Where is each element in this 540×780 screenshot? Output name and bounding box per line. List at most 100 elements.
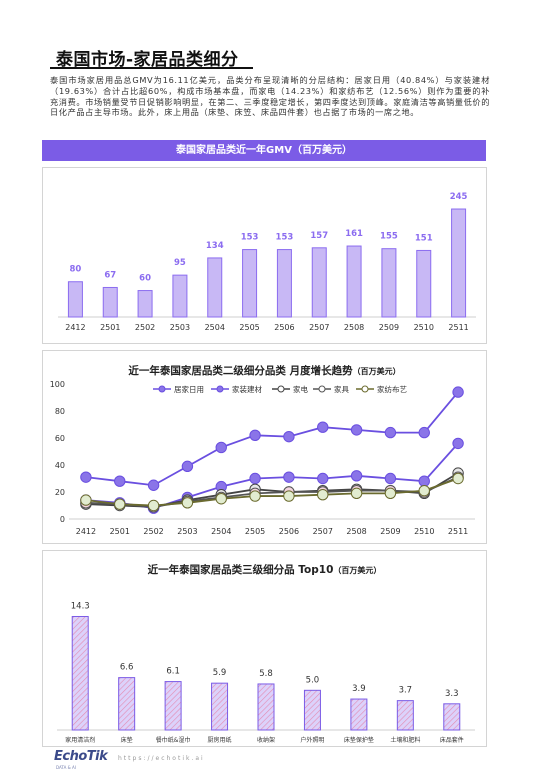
x-tick-label: 2506 [279, 527, 299, 536]
top10-bar-value-label: 14.3 [71, 601, 90, 611]
footer-url: https://echotik.ai [118, 755, 205, 762]
gmv-x-tick-label: 2503 [170, 323, 190, 332]
echotik-logo-sub: DATA & AI [56, 765, 76, 770]
top10-x-tick-label: 床垫 [121, 736, 133, 744]
title-underline [50, 67, 253, 69]
gmv-chart-card: 80 2412 67 2501 60 2502 95 2503 134 2504 153 2505 15… [42, 167, 487, 344]
top10-bar [396, 700, 414, 731]
top10-x-tick-label: 户外照明 [300, 736, 324, 744]
top10-bar [164, 681, 182, 731]
top10-bar [303, 689, 321, 731]
top10-x-tick-label: 土壤和肥料 [390, 736, 420, 744]
series-point [384, 487, 397, 500]
gmv-x-tick-label: 2510 [414, 323, 434, 332]
series-point [249, 490, 261, 502]
series-point [215, 493, 227, 505]
top10-chart-title: 近一年泰国家居品类三级细分品 Top10（百万美元） [43, 562, 486, 577]
gmv-x-tick-label: 2509 [379, 323, 399, 332]
x-tick-label: 2412 [76, 527, 96, 536]
series-point [317, 421, 329, 433]
legend-marker [361, 385, 369, 393]
gmv-bar [451, 208, 467, 318]
series-point [452, 472, 464, 485]
series-point [249, 429, 261, 442]
gmv-chart-banner: 泰国家居品类近一年GMV（百万美元） [42, 140, 486, 161]
legend-marker [216, 385, 224, 393]
top10-bar-value-label: 6.1 [166, 667, 180, 677]
y-tick-label: 100 [50, 380, 65, 389]
series-point [384, 472, 397, 485]
series-point [147, 479, 160, 491]
gmv-bar-chart: 80 2412 67 2501 60 2502 95 2503 134 2504 153 2505 15… [58, 192, 476, 332]
series-point [147, 499, 160, 512]
gmv-bar-value-label: 134 [206, 241, 224, 251]
top10-chart-title-text: 近一年泰国家居品类三级细分品 Top10 [147, 564, 334, 576]
series-point [114, 498, 126, 510]
x-tick-label: 2511 [448, 527, 468, 536]
gmv-bar-value-label: 245 [450, 192, 468, 202]
trend-chart-title: 近一年泰国家居品类二级细分品类 月度增长趋势（百万美元） [43, 363, 486, 378]
series-point [350, 487, 363, 500]
top10-bar-value-label: 5.0 [306, 675, 320, 685]
series-line [85, 442, 459, 510]
top10-x-tick-label: 床品套件 [440, 736, 464, 744]
gmv-bar [137, 290, 153, 318]
series-point [418, 484, 430, 497]
gmv-x-tick-label: 2505 [239, 323, 259, 332]
top10-x-tick-label: 收纳架 [257, 736, 275, 744]
gmv-x-tick-label: 2412 [65, 323, 85, 332]
series-point [418, 426, 430, 439]
gmv-bar [172, 274, 188, 318]
gmv-bar [67, 281, 83, 318]
legend-label: 家纺布艺 [377, 384, 407, 394]
gmv-x-tick-label: 2502 [135, 323, 155, 332]
y-tick-label: 0 [60, 515, 65, 524]
gmv-bar-value-label: 60 [139, 274, 151, 284]
top10-x-tick-label: 厨房用纸 [208, 736, 232, 744]
x-tick-label: 2503 [177, 527, 197, 536]
top10-bar-value-label: 5.9 [213, 668, 227, 678]
top10-chart-unit: （百万美元） [333, 566, 382, 575]
gmv-bar-value-label: 80 [69, 265, 81, 275]
gmv-bar-value-label: 151 [415, 233, 433, 243]
gmv-x-tick-label: 2508 [344, 323, 364, 332]
series-point [452, 386, 464, 398]
legend-marker [277, 385, 285, 393]
series-point [452, 437, 464, 450]
x-tick-label: 2505 [245, 527, 265, 536]
gmv-bar-value-label: 153 [241, 233, 259, 243]
y-tick-label: 40 [55, 461, 65, 470]
series-line [85, 391, 459, 487]
x-tick-label: 2507 [313, 527, 333, 536]
top10-x-tick-label: 床垫保护垫 [344, 736, 374, 744]
trend-chart-card: 近一年泰国家居品类二级细分品类 月度增长趋势（百万美元） 0 20 40 60 80 10… [42, 350, 487, 544]
gmv-x-tick-label: 2504 [205, 323, 225, 332]
legend-label: 家具 [334, 384, 349, 394]
gmv-bar-value-label: 155 [380, 232, 398, 242]
top10-x-tick-label: 家用清洁剂 [65, 736, 95, 744]
x-tick-label: 2509 [380, 527, 400, 536]
top10-x-tick-label: 餐巾纸&湿巾 [156, 736, 191, 744]
legend-marker [158, 385, 166, 393]
y-tick-label: 80 [55, 407, 65, 416]
gmv-x-tick-label: 2507 [309, 323, 329, 332]
legend-marker [318, 385, 326, 393]
trend-line-chart: 0 20 40 60 80 100 2412 2501 2502 2503 2504 2505 2506… [50, 380, 475, 536]
y-tick-label: 20 [55, 488, 65, 497]
series-point [283, 430, 295, 443]
series-point [80, 494, 92, 506]
x-tick-label: 2501 [110, 527, 130, 536]
series-point [114, 475, 126, 487]
top10-bar [118, 677, 136, 731]
x-tick-label: 2508 [346, 527, 366, 536]
gmv-bar [242, 249, 258, 318]
trend-chart-unit: （百万美元） [352, 367, 401, 376]
page-title: 泰国市场-家居品类细分 [56, 50, 239, 70]
trend-chart-title-text: 近一年泰国家居品类二级细分品类 月度增长趋势 [128, 365, 353, 377]
top10-bar [350, 698, 368, 731]
top10-bar [211, 682, 229, 731]
gmv-bar [102, 286, 118, 318]
gmv-x-tick-label: 2506 [274, 323, 294, 332]
gmv-bar-value-label: 67 [104, 270, 116, 280]
series-point [317, 472, 329, 485]
